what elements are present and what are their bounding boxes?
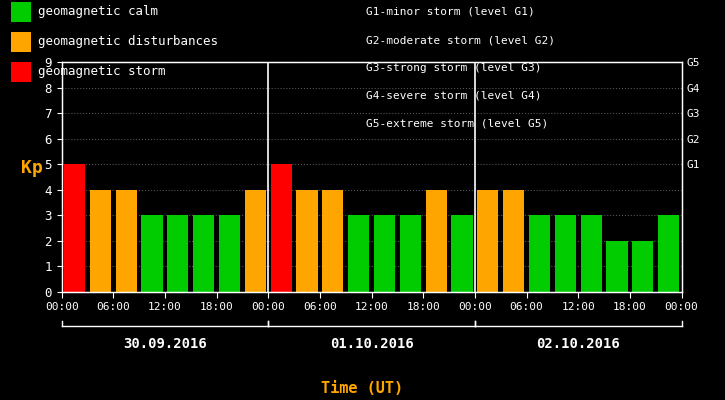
- Bar: [219, 215, 240, 292]
- Bar: [452, 215, 473, 292]
- Text: G1-minor storm (level G1): G1-minor storm (level G1): [366, 7, 535, 17]
- Text: G2-moderate storm (level G2): G2-moderate storm (level G2): [366, 35, 555, 45]
- Bar: [399, 215, 421, 292]
- Bar: [529, 215, 550, 292]
- Text: geomagnetic storm: geomagnetic storm: [38, 66, 166, 78]
- Bar: [141, 215, 162, 292]
- Text: 02.10.2016: 02.10.2016: [536, 337, 620, 351]
- Bar: [297, 190, 318, 292]
- Text: G3-strong storm (level G3): G3-strong storm (level G3): [366, 63, 542, 73]
- Bar: [90, 190, 111, 292]
- Bar: [606, 241, 628, 292]
- Text: 01.10.2016: 01.10.2016: [330, 337, 413, 351]
- Bar: [64, 164, 85, 292]
- Bar: [555, 215, 576, 292]
- Text: G4-severe storm (level G4): G4-severe storm (level G4): [366, 91, 542, 101]
- Text: geomagnetic disturbances: geomagnetic disturbances: [38, 36, 218, 48]
- Bar: [632, 241, 653, 292]
- Bar: [477, 190, 498, 292]
- Text: geomagnetic calm: geomagnetic calm: [38, 6, 159, 18]
- Y-axis label: Kp: Kp: [21, 159, 43, 177]
- Text: G5-extreme storm (level G5): G5-extreme storm (level G5): [366, 119, 548, 129]
- Bar: [374, 215, 395, 292]
- Bar: [426, 190, 447, 292]
- Bar: [115, 190, 137, 292]
- Bar: [658, 215, 679, 292]
- Bar: [322, 190, 344, 292]
- Text: 30.09.2016: 30.09.2016: [123, 337, 207, 351]
- Bar: [193, 215, 215, 292]
- Text: Time (UT): Time (UT): [321, 381, 404, 396]
- Bar: [270, 164, 291, 292]
- Bar: [503, 190, 524, 292]
- Bar: [348, 215, 369, 292]
- Bar: [167, 215, 188, 292]
- Bar: [245, 190, 266, 292]
- Bar: [581, 215, 602, 292]
